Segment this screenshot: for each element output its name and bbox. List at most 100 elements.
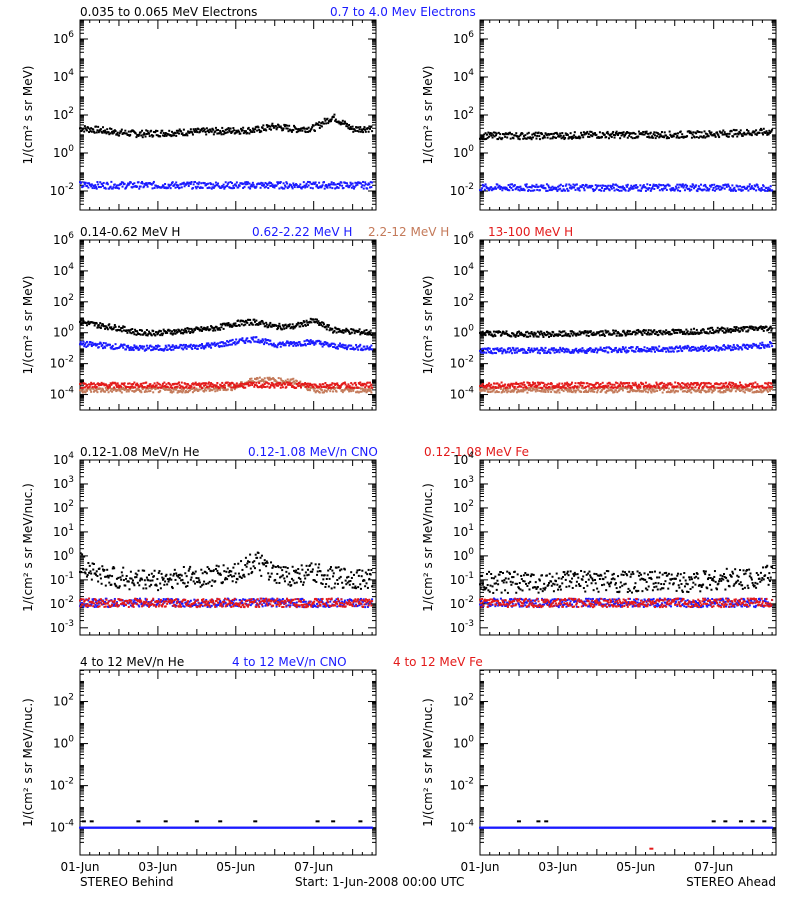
data-point (729, 186, 732, 189)
data-point (127, 389, 130, 392)
data-point (217, 182, 220, 185)
data-point (581, 134, 584, 137)
data-point (674, 331, 677, 334)
data-point (276, 181, 279, 184)
data-point (679, 130, 682, 133)
data-point (552, 349, 555, 352)
legend-entry: 0.62-2.22 MeV H (252, 225, 352, 239)
data-point (269, 125, 272, 128)
data-point (346, 184, 349, 187)
data-point (593, 351, 596, 354)
data-point (582, 184, 585, 187)
data-point (164, 344, 167, 347)
data-point (150, 134, 153, 137)
data-point (579, 348, 582, 351)
data-point (561, 185, 564, 188)
data-point (281, 129, 284, 132)
data-point (610, 135, 613, 138)
data-point (119, 384, 122, 387)
data-point (358, 345, 361, 348)
data-point (706, 327, 709, 330)
data-point (165, 134, 168, 137)
data-point (515, 332, 518, 335)
data-point (355, 182, 358, 185)
data-point (308, 340, 311, 343)
data-point (541, 349, 544, 352)
data-point (99, 186, 102, 189)
data-point (210, 183, 213, 186)
data-point (129, 331, 132, 334)
data-point (265, 124, 268, 127)
data-point (723, 131, 726, 134)
data-point (479, 331, 481, 334)
data-point (204, 327, 207, 330)
data-point (321, 121, 324, 124)
data-point (137, 134, 140, 137)
data-point (304, 184, 307, 187)
data-point (534, 131, 537, 134)
data-point (488, 188, 491, 191)
data-point (362, 127, 365, 130)
data-point (102, 323, 105, 326)
data-point (133, 333, 136, 336)
data-point (195, 387, 198, 390)
data-point (122, 386, 125, 389)
data-point (566, 187, 569, 190)
data-point (496, 183, 499, 186)
data-point (633, 132, 636, 135)
data-point (311, 183, 314, 186)
data-point (255, 381, 258, 384)
data-point (205, 327, 208, 330)
data-point (270, 184, 273, 187)
data-point (206, 187, 209, 190)
data-point (592, 331, 595, 334)
data-point (302, 320, 305, 323)
data-point (639, 184, 642, 187)
data-point (100, 345, 103, 348)
data-point (204, 383, 207, 386)
data-point (479, 350, 482, 353)
data-point (84, 391, 87, 394)
data-point (168, 129, 171, 132)
data-point (564, 184, 567, 187)
data-point (320, 323, 323, 326)
data-point (691, 331, 694, 334)
data-point (249, 187, 252, 190)
data-point (203, 347, 206, 350)
data-point (725, 329, 728, 332)
data-point (343, 329, 346, 332)
data-point (350, 344, 353, 347)
data-point (573, 184, 576, 187)
data-point (676, 132, 679, 135)
data-point (286, 378, 289, 381)
data-point (657, 333, 660, 336)
data-point (192, 128, 195, 131)
data-point (323, 389, 326, 392)
data-point (365, 391, 368, 394)
data-point (281, 324, 284, 327)
data-point (582, 332, 585, 335)
data-point (765, 325, 768, 328)
data-point (144, 389, 147, 392)
data-point (316, 322, 319, 325)
data-point (88, 383, 91, 386)
data-point (189, 130, 192, 133)
data-point (131, 346, 134, 349)
data-point (164, 132, 167, 135)
data-point (222, 327, 225, 330)
data-point (640, 332, 643, 335)
data-point (120, 130, 123, 133)
data-point (345, 346, 348, 349)
data-point (647, 135, 650, 138)
data-point (205, 183, 208, 186)
data-point (340, 344, 343, 347)
data-point (295, 386, 298, 389)
data-point (95, 388, 98, 391)
data-point (504, 186, 507, 189)
data-point (499, 347, 502, 350)
data-point (323, 187, 326, 190)
data-point (564, 136, 567, 139)
data-point (260, 386, 263, 389)
data-point (200, 326, 203, 329)
